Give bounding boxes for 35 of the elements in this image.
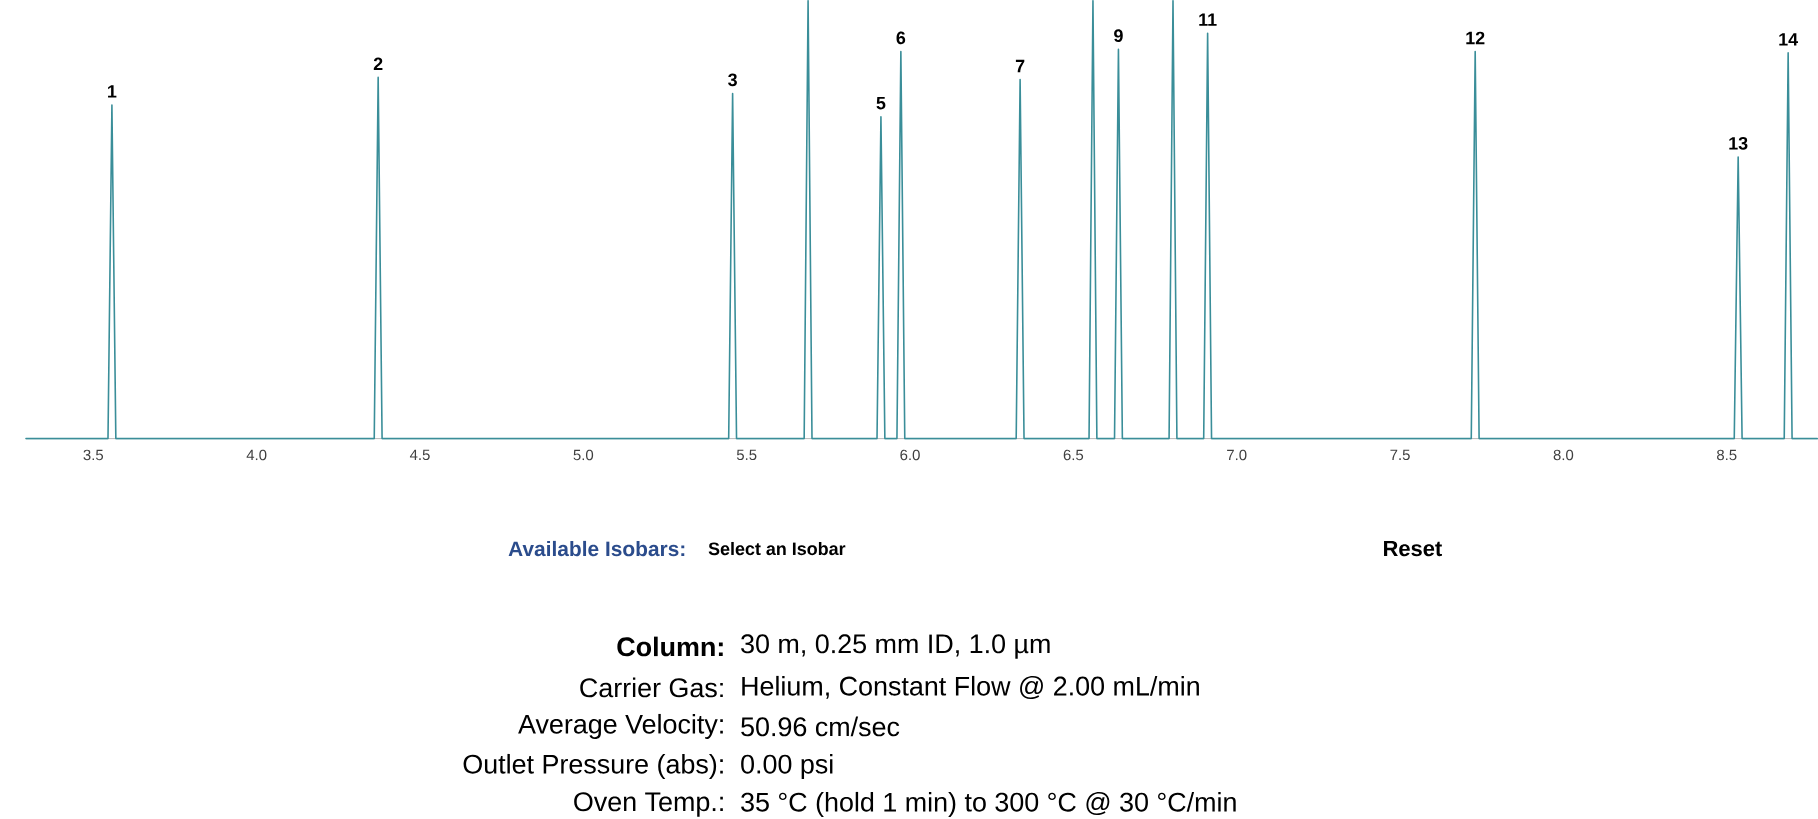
text: 35 °C (hold 1 min) to 300 °C @ 30 °C/min	[741, 791, 1236, 817]
annotation: 3	[728, 73, 737, 86]
x-tick-label: 4.0	[246, 449, 267, 460]
annotation: 6	[896, 31, 906, 44]
x-tick-label: 7.0	[1227, 449, 1247, 460]
annotation: 1	[108, 85, 117, 98]
text: Select an Isobar	[708, 541, 846, 555]
x-tick-label: 6.5	[1063, 449, 1084, 460]
x-tick-label: 5.0	[573, 449, 594, 460]
x-tick-label: 5.5	[736, 449, 757, 460]
text: Carrier Gas:	[580, 677, 723, 698]
text: Available Isobars:	[508, 540, 685, 557]
annotation: 7	[1015, 59, 1025, 72]
x-tick-label: 4.5	[409, 449, 430, 460]
text: Column:	[617, 636, 723, 657]
x-tick-label: 8.5	[1717, 449, 1737, 460]
text: 50.96 cm/sec	[741, 716, 900, 737]
annotation: 14	[1779, 32, 1799, 46]
x-tick-label: 3.5	[83, 449, 104, 460]
text: 30 m, 0.25 mm ID, 1.0 µm	[741, 634, 1050, 659]
annotation: 2	[373, 57, 383, 70]
text: Oven Temp.:	[574, 792, 723, 817]
annotation: 9	[1114, 29, 1123, 42]
annotation: 5	[876, 96, 886, 110]
text: Helium, Constant Flow @ 2.00 mL/min	[742, 675, 1199, 699]
text: 0.00 psi	[741, 753, 833, 779]
x-tick-label: 7.5	[1390, 449, 1410, 460]
annotation: 11	[1199, 13, 1217, 26]
annotation: 12	[1466, 31, 1485, 44]
text: Average Velocity:	[518, 713, 723, 739]
x-tick-label: 6.0	[900, 449, 920, 460]
text: Outlet Pressure (abs):	[463, 753, 723, 779]
x-tick-label: 8.0	[1553, 449, 1574, 460]
text: Reset	[1384, 540, 1442, 556]
annotation: 13	[1729, 136, 1748, 150]
